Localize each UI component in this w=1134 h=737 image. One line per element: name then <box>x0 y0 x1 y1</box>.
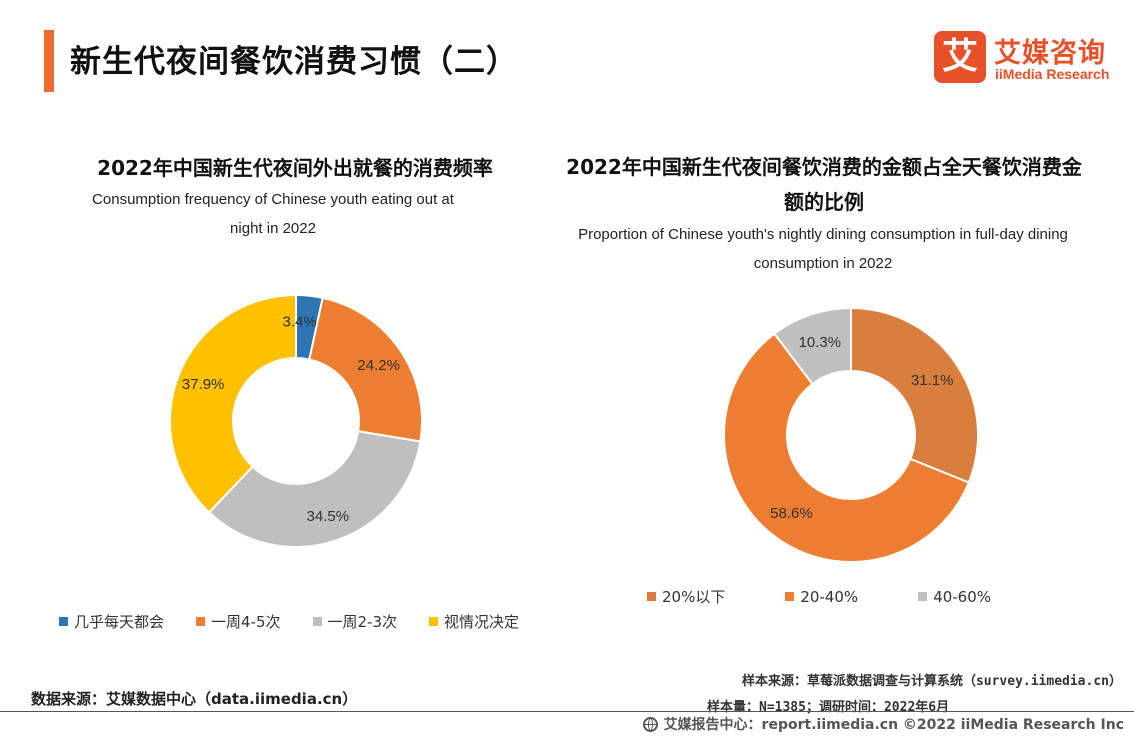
chart1-slice-3 <box>207 430 422 548</box>
title-accent-bar <box>44 30 54 92</box>
logo-text-en: iiMedia Research <box>995 66 1110 82</box>
chart1-slice-label-3: 34.5% <box>307 508 350 525</box>
chart1-legend-swatch-3 <box>312 617 322 626</box>
chart1-title: 2022年中国新生代夜间外出就餐的消费频率 <box>97 156 493 180</box>
chart1-subtitle-line-1: Consumption frequency of Chinese youth e… <box>92 191 454 208</box>
chart2-subtitle-line-1: Proportion of Chinese youth's nightly di… <box>578 226 1068 243</box>
chart1-legend-item-3: 一周2-3次 <box>312 611 398 632</box>
chart2-title-line-2: 额的比例 <box>784 190 864 214</box>
chart2-slice-label-2: 58.6% <box>770 505 813 522</box>
report-center-footer: 艾媒报告中心：report.iimedia.cn ©2022 iiMedia R… <box>642 714 1124 734</box>
chart2-subtitle: Proportion of Chinese youth's nightly di… <box>534 220 1112 278</box>
chart1-slice-label-2: 24.2% <box>357 357 400 374</box>
chart1-slice-2 <box>308 296 423 443</box>
sample-size: 样本量：N=1385；调研时间：2022年6月 <box>707 700 950 715</box>
chart2-legend-item-2: 20-40% <box>785 588 858 606</box>
chart1-legend-item-1: 几乎每天都会 <box>59 611 164 632</box>
chart1-legend-label-4: 视情况决定 <box>444 613 520 631</box>
chart1-subtitle: Consumption frequency of Chinese youth e… <box>50 185 496 243</box>
sample-source: 样本来源：草莓派数据调查与计算系统（survey.iimedia.cn） <box>741 674 1122 689</box>
chart2-slice-label-1: 31.1% <box>911 372 954 389</box>
chart1-slice-label-4: 37.9% <box>182 376 225 393</box>
logo-mark-icon: 艾 <box>934 31 986 83</box>
chart2-title: 2022年中国新生代夜间餐饮消费的金额占全天餐饮消费金 额的比例 <box>538 150 1110 220</box>
chart1-legend-label-3: 一周2-3次 <box>327 613 398 631</box>
chart2-legend-label-2: 20-40% <box>800 587 859 606</box>
chart1-legend-swatch-4 <box>429 617 439 626</box>
chart2-legend-item-3: 40-60% <box>918 588 991 606</box>
chart1-legend-item-2: 一周4-5次 <box>196 611 281 632</box>
chart2-slice-1 <box>850 306 979 484</box>
chart2-slice-2 <box>723 332 971 563</box>
logo-text-cn: 艾媒咨询 <box>994 38 1106 69</box>
data-source: 数据来源：艾媒数据中心（data.iimedia.cn） <box>31 690 358 708</box>
chart1-legend-label-2: 一周4-5次 <box>211 613 281 631</box>
chart1-legend-item-4: 视情况决定 <box>429 611 519 632</box>
chart2-legend-swatch-3 <box>918 592 928 601</box>
chart1-legend-swatch-1 <box>59 617 68 626</box>
chart2-legend-label-1: 20%以下 <box>662 588 726 606</box>
footer-divider <box>0 711 1134 712</box>
chart1-legend-swatch-2 <box>196 617 206 626</box>
chart2-slice-3 <box>773 306 852 386</box>
chart2-legend-swatch-1 <box>647 592 656 601</box>
page-title: 新生代夜间餐饮消费习惯（二） <box>70 44 518 80</box>
brand-logo: 艾 艾媒咨询 iiMedia Research <box>934 31 1114 87</box>
chart2-legend-label-3: 40-60% <box>933 587 992 606</box>
chart2-legend-swatch-2 <box>785 592 795 601</box>
chart2-subtitle-line-2: consumption in 2022 <box>753 255 893 272</box>
chart1-slice-4 <box>169 293 297 514</box>
globe-icon <box>642 716 658 732</box>
report-center-text: 艾媒报告中心：report.iimedia.cn ©2022 iiMedia R… <box>663 717 1124 733</box>
chart1-subtitle-line-2: night in 2022 <box>230 220 316 237</box>
chart2-legend-item-1: 20%以下 <box>647 586 725 607</box>
chart1-slice-label-1: 3.4% <box>283 314 317 331</box>
chart2-slice-label-3: 10.3% <box>799 334 842 351</box>
chart2-title-line-1: 2022年中国新生代夜间餐饮消费的金额占全天餐饮消费金 <box>566 155 1082 179</box>
chart1-legend: 几乎每天都会 一周4-5次 一周2-3次 视情况决定 <box>59 611 551 632</box>
chart1-legend-label-1: 几乎每天都会 <box>74 613 165 631</box>
chart2-legend: 20%以下 20-40% 40-60% <box>647 586 1051 607</box>
